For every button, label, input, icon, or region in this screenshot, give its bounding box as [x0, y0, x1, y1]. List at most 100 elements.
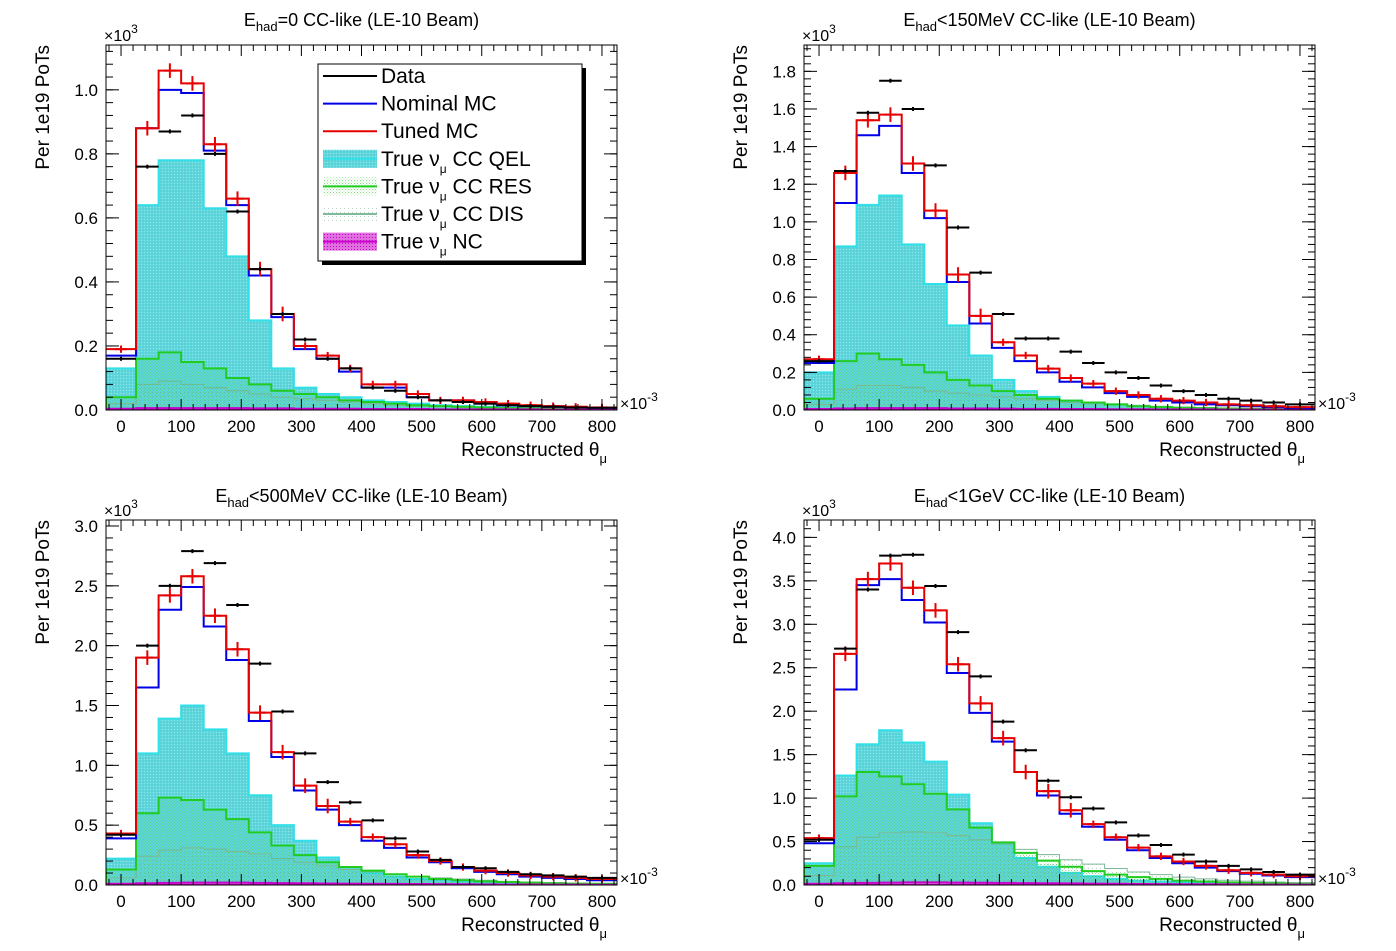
title-suffix: <500MeV CC-like (LE-10 Beam)	[249, 486, 508, 506]
panel-3: 0 100 200 300 400 500 600 700 800 0.0 0.5 1.0 1.5 2.0…	[33, 486, 658, 941]
y-tick-label: 1.0	[74, 81, 98, 100]
y-axis-label: Per 1e19 PoTs	[731, 45, 752, 170]
title-subscript: had	[915, 19, 937, 34]
y-tick-label: 0.2	[74, 337, 98, 356]
y-tick-label: 2.5	[74, 577, 98, 596]
legend-label-main: True ν	[381, 203, 440, 226]
x-tick-label: 700	[1226, 892, 1254, 911]
panel-title: Ehad<150MeV CC-like (LE-10 Beam)	[903, 10, 1195, 34]
y-tick-label: 0.5	[74, 816, 98, 835]
panel-4: 0 100 200 300 400 500 600 700 800 0.0 0.5 1.0 1.5 2.0…	[731, 486, 1356, 941]
x-tick-label: 800	[588, 417, 616, 436]
x-axis-label: Reconstructed θμ	[1159, 915, 1305, 941]
x-tick-label: 800	[588, 892, 616, 911]
histogram-panels: 0 100 200 300 400 500 600 700 8000.00.20.40.60.8…	[33, 10, 1356, 941]
y-tick-label: 0.4	[74, 273, 98, 292]
x-label-subscript: μ	[600, 926, 608, 941]
legend-label-subscript: μ	[440, 217, 447, 231]
legend-label: True νμ CC RES	[381, 175, 532, 203]
x-multiplier-base: ×10	[1318, 396, 1345, 413]
x-tick-label: 200	[227, 417, 255, 436]
y-axis-multiplier: ×103	[104, 22, 138, 45]
legend-label-main: True ν	[381, 148, 440, 171]
y-axis-multiplier: ×103	[802, 22, 836, 45]
x-tick-label: 100	[167, 417, 195, 436]
title-subscript: had	[926, 495, 948, 510]
y-multiplier-base: ×10	[802, 503, 829, 520]
legend-label-main: True ν	[381, 231, 440, 254]
y-multiplier-base: ×10	[104, 28, 131, 45]
x-tick-label: 0	[814, 892, 823, 911]
panel-1: 0 100 200 300 400 500 600 700 800 0.0 0.2 0.4 0.6 0.8…	[33, 10, 658, 466]
x-tick-label: 500	[1105, 892, 1133, 911]
x-tick-label: 700	[528, 892, 556, 911]
y-tick-label: 0.5	[772, 833, 796, 852]
x-tick-label: 300	[985, 417, 1013, 436]
x-label-main: Reconstructed θ	[1159, 440, 1297, 461]
series-tuned-line	[804, 113, 1315, 409]
legend-label-tail: CC DIS	[447, 203, 524, 226]
x-tick-label: 500	[407, 892, 435, 911]
panel-2: 0 100 200 300 400 500 600 700 800 0.0 0.2 0.4 0.6 0.8…	[731, 10, 1356, 466]
x-tick-label: 700	[1226, 417, 1254, 436]
y-multiplier-exponent: 3	[131, 22, 138, 36]
title-suffix: <150MeV CC-like (LE-10 Beam)	[937, 10, 1196, 30]
x-label-main: Reconstructed θ	[1159, 915, 1297, 936]
title-subscript: had	[256, 19, 278, 34]
legend-label-subscript: μ	[440, 162, 447, 176]
x-axis-label: Reconstructed θμ	[461, 440, 607, 466]
y-tick-label: 2.0	[772, 702, 796, 721]
y-multiplier-base: ×10	[802, 28, 829, 45]
y-tick-label: 0.6	[74, 209, 98, 228]
x-tick-label: 200	[925, 417, 953, 436]
series-tuned-line	[804, 562, 1315, 878]
title-prefix: E	[244, 10, 256, 30]
y-tick-label: 3.0	[74, 517, 98, 536]
x-tick-label: 200	[227, 892, 255, 911]
y-tick-label: 1.0	[772, 789, 796, 808]
title-prefix: E	[215, 486, 227, 506]
x-tick-label: 300	[985, 892, 1013, 911]
legend-entry-nominal: Nominal MC	[323, 93, 497, 116]
y-tick-label: 1.6	[772, 100, 796, 119]
y-multiplier-base: ×10	[104, 503, 131, 520]
y-axis-multiplier: ×103	[104, 497, 138, 520]
y-tick-label: 0.2	[772, 363, 796, 382]
legend-entry-qel: True νμ CC QEL	[323, 148, 531, 176]
legend-entry-data: Data	[323, 65, 426, 88]
x-tick-label: 0	[814, 417, 823, 436]
plot-area	[106, 549, 617, 885]
x-tick-label: 0	[116, 417, 125, 436]
y-tick-label: 2.5	[772, 659, 796, 678]
legend-label-main: Data	[381, 65, 426, 88]
legend-entry-res: True νμ CC RES	[323, 175, 532, 203]
x-tick-label: 800	[1286, 417, 1314, 436]
y-axis-label: Per 1e19 PoTs	[33, 45, 54, 170]
legend-entry-nc: True νμ NC	[323, 231, 483, 259]
x-label-subscript: μ	[1298, 451, 1306, 466]
x-tick-label: 0	[116, 892, 125, 911]
series-res-fill	[804, 771, 1315, 885]
y-multiplier-exponent: 3	[829, 22, 836, 36]
legend-label-main: Tuned MC	[381, 120, 478, 143]
x-multiplier-exponent: -3	[647, 865, 658, 879]
x-tick-label: 400	[347, 417, 375, 436]
legend-label-main: Nominal MC	[381, 93, 497, 116]
x-tick-label: 300	[287, 892, 315, 911]
y-axis-multiplier: ×103	[802, 497, 836, 520]
y-tick-label: 1.0	[772, 213, 796, 232]
legend-label-subscript: μ	[440, 189, 447, 203]
x-multiplier-exponent: -3	[1345, 390, 1356, 404]
x-label-subscript: μ	[600, 451, 608, 466]
y-tick-label: 1.5	[772, 746, 796, 765]
x-tick-label: 500	[407, 417, 435, 436]
y-tick-label: 0.8	[772, 250, 796, 269]
legend-label-main: True ν	[381, 175, 440, 198]
y-tick-label: 3.0	[772, 615, 796, 634]
x-tick-label: 600	[468, 892, 496, 911]
y-tick-label: 3.5	[772, 572, 796, 591]
y-tick-label: 0.6	[772, 288, 796, 307]
legend-label-tail: CC RES	[447, 175, 532, 198]
